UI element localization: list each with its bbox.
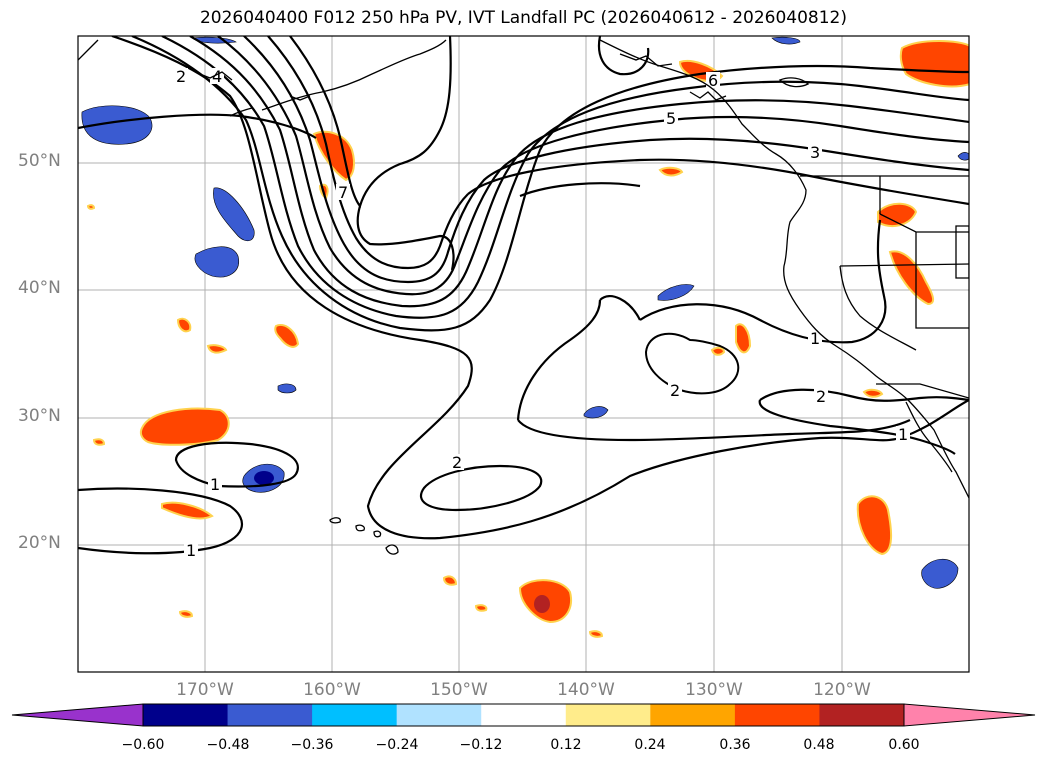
colorbar-tick: 0.36 (719, 737, 751, 753)
lat-label-40n: 40°N (18, 278, 61, 298)
colorbar-segment (565, 704, 651, 726)
colorbar-tick: 0.48 (803, 737, 835, 753)
contour-label: 3 (810, 143, 820, 162)
contour-label: 4 (212, 67, 222, 86)
colorbar-segment (650, 704, 736, 726)
contour-label: 1 (186, 541, 196, 560)
colorbar-outline (142, 703, 905, 727)
colorbar-segment (143, 704, 229, 726)
contour-label: 2 (452, 453, 462, 472)
lat-label-50n: 50°N (18, 151, 61, 171)
contour-label-group: 2 4 7 6 5 3 1 2 2 2 1 1 1 (174, 67, 910, 560)
contour-label: 1 (810, 329, 820, 348)
contour-label: 5 (666, 109, 676, 128)
lon-label-130w: 130°W (685, 680, 743, 700)
map-frame (77, 35, 970, 673)
colorbar-segment (819, 704, 905, 726)
colorbar-tick: −0.60 (121, 737, 165, 753)
colorbar-segment (481, 704, 567, 726)
pv-contours (78, 36, 969, 555)
lat-label-30n: 30°N (18, 406, 61, 426)
coastlines (78, 39, 969, 555)
colorbar-tick: 0.60 (888, 737, 920, 753)
colorbar-tick: −0.48 (206, 737, 250, 753)
lat-label-20n: 20°N (18, 533, 61, 553)
contour-label: 2 (176, 67, 186, 86)
colorbar-tick: −0.12 (459, 737, 503, 753)
colorbar-extend-low (11, 703, 144, 727)
contour-label: 7 (338, 183, 348, 202)
colorbar-segment (227, 704, 313, 726)
lon-label-120w: 120°W (813, 680, 871, 700)
lon-label-170w: 170°W (176, 680, 234, 700)
contour-label: 1 (210, 475, 220, 494)
colorbar-tick: −0.36 (290, 737, 334, 753)
contour-label: 1 (898, 425, 908, 444)
lon-label-150w: 150°W (430, 680, 488, 700)
colorbar-segment (312, 704, 398, 726)
contour-label: 2 (816, 387, 826, 406)
map-background (78, 36, 969, 672)
contour-label: 6 (708, 71, 718, 90)
colorbar (11, 703, 1036, 727)
lon-label-160w: 160°W (303, 680, 361, 700)
colorbar-segment (396, 704, 482, 726)
colorbar-tick: 0.12 (550, 737, 582, 753)
map-title: 2026040400 F012 250 hPa PV, IVT Landfall… (199, 8, 847, 28)
colorbar-segment (734, 704, 820, 726)
contour-label: 2 (670, 381, 680, 400)
lon-label-140w: 140°W (557, 680, 615, 700)
colorbar-extend-high (903, 703, 1036, 727)
colorbar-tick: −0.24 (375, 737, 419, 753)
colorbar-tick: 0.24 (634, 737, 666, 753)
